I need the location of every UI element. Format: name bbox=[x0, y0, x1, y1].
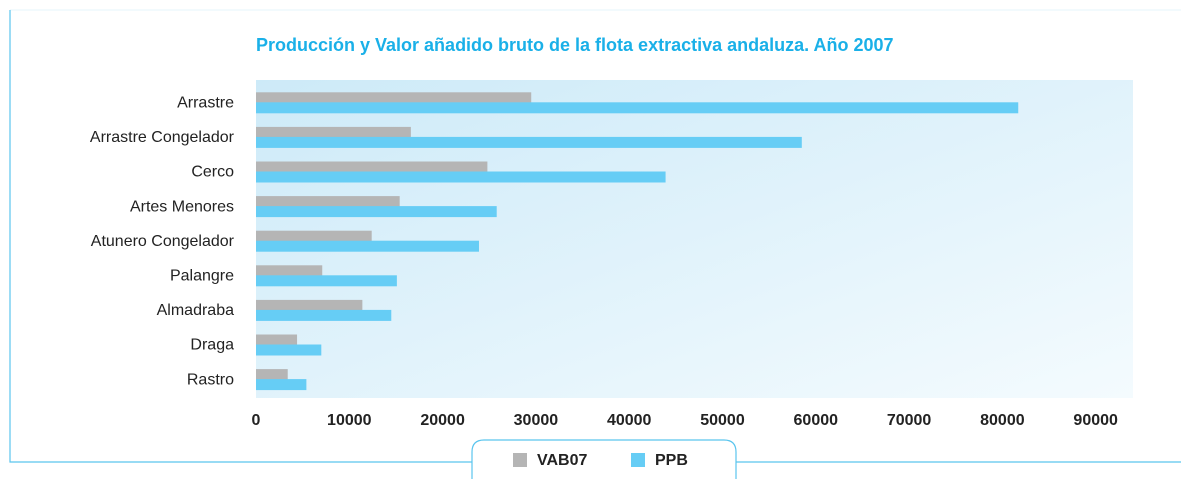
x-tick-label: 80000 bbox=[980, 412, 1025, 429]
legend-box bbox=[471, 439, 737, 479]
bar bbox=[256, 126, 411, 138]
bar bbox=[256, 230, 372, 242]
frame bbox=[9, 10, 1181, 463]
bar bbox=[256, 299, 363, 311]
bar bbox=[256, 265, 323, 277]
bar bbox=[256, 92, 532, 104]
x-tick-label: 50000 bbox=[700, 412, 745, 429]
bar bbox=[256, 275, 397, 287]
y-tick-label: Cerco bbox=[191, 164, 234, 181]
x-tick-label: 10000 bbox=[327, 412, 372, 429]
bar bbox=[256, 206, 497, 218]
bar bbox=[256, 369, 288, 381]
x-tick-label: 70000 bbox=[887, 412, 932, 429]
bar bbox=[256, 196, 400, 208]
x-tick-label: 60000 bbox=[794, 412, 839, 429]
y-tick-label: Palangre bbox=[170, 268, 234, 285]
y-tick-label: Arrastre bbox=[177, 95, 234, 112]
bar bbox=[256, 344, 322, 356]
x-tick-label: 0 bbox=[252, 412, 261, 429]
x-tick-label: 20000 bbox=[420, 412, 465, 429]
bar bbox=[256, 309, 392, 321]
bar bbox=[256, 334, 298, 346]
bar bbox=[256, 136, 802, 148]
legend-swatch bbox=[513, 453, 527, 467]
bar bbox=[256, 171, 666, 183]
x-tick-label: 90000 bbox=[1073, 412, 1118, 429]
y-tick-label: Artes Menores bbox=[130, 198, 234, 215]
x-tick-label: 40000 bbox=[607, 412, 652, 429]
chart-title: Producción y Valor añadido bruto de la f… bbox=[256, 35, 894, 55]
x-tick-label: 30000 bbox=[514, 412, 559, 429]
bar bbox=[256, 161, 488, 173]
bar bbox=[256, 379, 307, 391]
bar bbox=[256, 102, 1019, 114]
y-tick-label: Atunero Congelador bbox=[91, 233, 235, 250]
y-tick-label: Arrastre Congelador bbox=[90, 129, 235, 146]
legend-label: PPB bbox=[655, 452, 688, 469]
bar bbox=[256, 240, 479, 252]
legend-label: VAB07 bbox=[537, 452, 587, 469]
y-tick-label: Rastro bbox=[187, 371, 234, 388]
y-tick-label: Draga bbox=[190, 337, 234, 354]
legend-swatch bbox=[631, 453, 645, 467]
y-tick-label: Almadraba bbox=[157, 302, 234, 319]
